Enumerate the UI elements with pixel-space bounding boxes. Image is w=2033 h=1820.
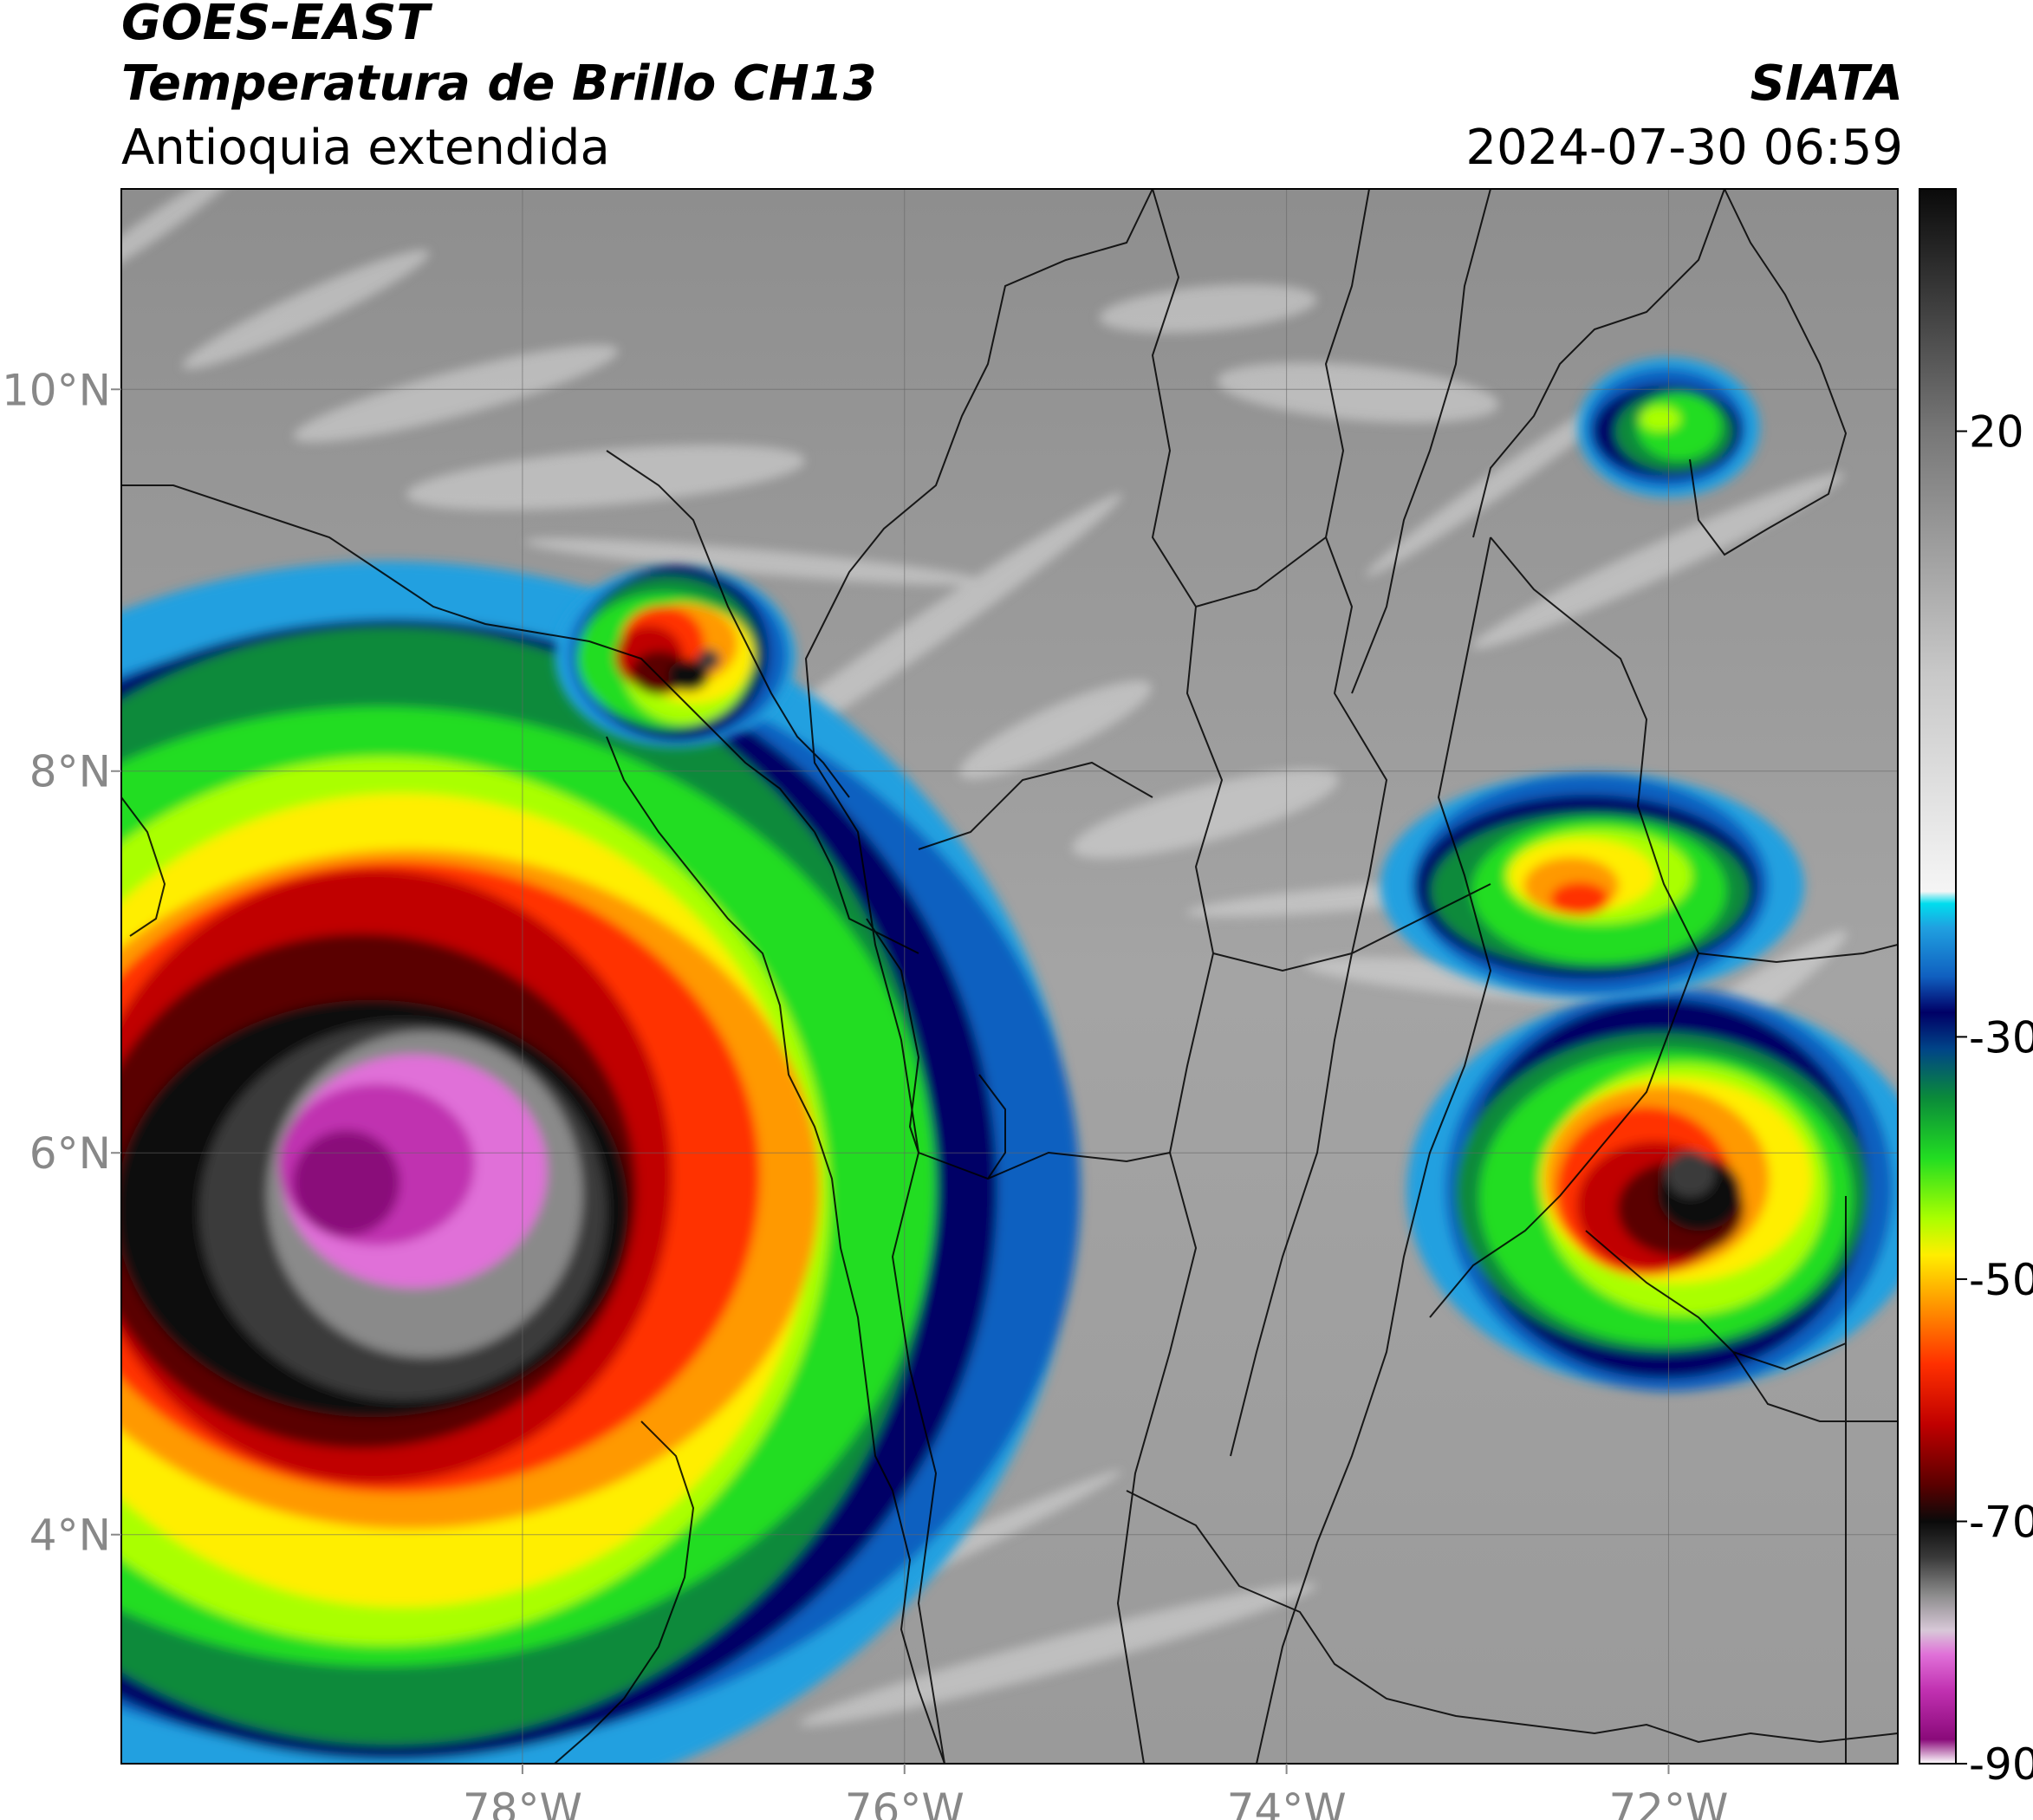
product-title: Temperatura de Brillo CH13 [121,55,877,112]
colorbar-tick-label: -90 [1969,1739,2033,1790]
lon-tick-label: 76°W [845,1784,965,1820]
lat-tick-label: 10°N [2,365,111,415]
region-subtitle: Antioquia extendida [121,120,610,176]
convective-system-2 [555,565,796,748]
lat-tick-label: 4°N [29,1511,111,1561]
colorbar-tick-label: -30 [1969,1012,2033,1063]
satellite-title: GOES-EAST [121,0,430,51]
temperature-colorbar: 20 -30 -50 -70 -90 [1919,188,2033,1790]
lon-tick-label: 74°W [1227,1784,1347,1820]
lat-tick-label: 8°N [29,747,111,797]
colorbar-scale [1919,188,1957,1765]
lon-tick-label: 78°W [463,1784,582,1820]
colorbar-tick-label: -50 [1969,1255,2033,1305]
timestamp-label: 2024-07-30 06:59 [1465,120,1903,176]
agency-label: SIATA [1750,55,1903,112]
convective-system-4 [1380,771,1804,999]
lon-tick-label: 72°W [1608,1784,1728,1820]
country-department-borders [121,189,1898,1764]
convective-system-1 [121,561,1081,1764]
map-panel [121,189,1898,1764]
colorbar-tick-label: -70 [1969,1497,2033,1547]
map-frame [120,188,1899,1765]
lat-tick-label: 6°N [29,1128,111,1179]
colorbar-tick-label: 20 [1969,407,2024,458]
